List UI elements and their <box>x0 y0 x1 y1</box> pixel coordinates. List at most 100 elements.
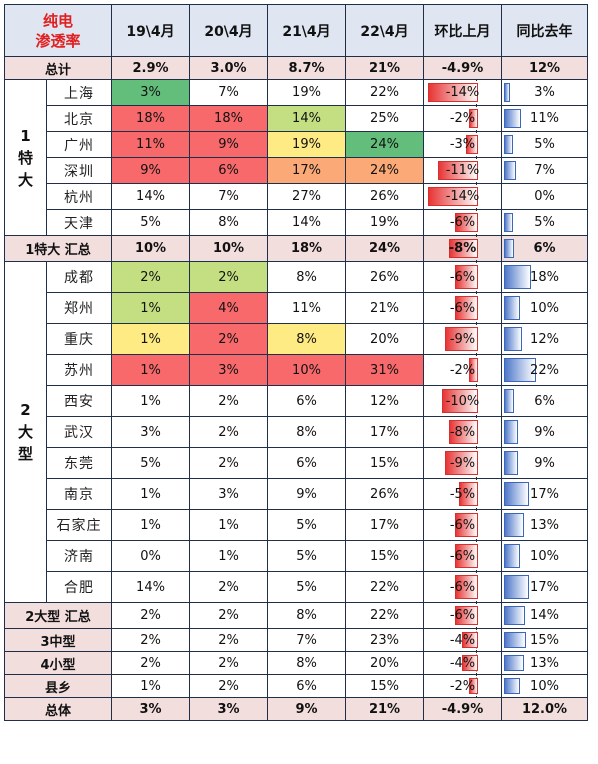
heat-cell: 20% <box>345 323 424 355</box>
heat-cell: 1% <box>111 323 190 355</box>
yoy-cell: 0% <box>501 183 588 210</box>
summary-row: 2大型 汇总 2% 2% 8% 22% -6% 14% <box>4 602 588 629</box>
mom-negative-bar <box>469 358 478 382</box>
penetration-table: 纯电 渗透率 19\4月 20\4月 21\4月 22\4月 环比上月 同比去年 总计 2.9% 3… <box>4 4 588 721</box>
yoy-cell: 12% <box>501 56 588 80</box>
city-row: 郑州 1% 4% 11% 21% -6% 10% <box>5 292 588 324</box>
mom-negative-bar <box>428 187 478 206</box>
yoy-value: 17% <box>530 579 559 595</box>
heat-cell: 3% <box>111 416 190 448</box>
title-line2: 渗透率 <box>35 31 81 50</box>
yoy-cell: 18% <box>501 261 588 293</box>
heat-cell: 26% <box>345 261 424 293</box>
heat-cell: 5% <box>267 571 346 603</box>
yoy-cell: 14% <box>501 602 588 629</box>
city-name: 苏州 <box>46 354 112 386</box>
yoy-cell: 15% <box>501 628 588 652</box>
city-row: 1 特 大上海 3% 7% 19% 22% -14% 3% <box>4 79 588 236</box>
mom-value: -6% <box>449 517 476 533</box>
city-name: 郑州 <box>46 292 112 324</box>
yoy-positive-bar <box>504 135 513 154</box>
heat-cell: 0% <box>111 540 190 572</box>
row-label: 2大型 汇总 <box>4 602 112 629</box>
yoy-value: 7% <box>534 163 555 178</box>
yoy-value: 13% <box>530 655 559 671</box>
heat-cell: 6% <box>189 157 268 184</box>
heat-cell: 27% <box>267 183 346 210</box>
yoy-value: 10% <box>530 678 559 694</box>
yoy-value: 6% <box>533 241 556 256</box>
value-cell: 3% <box>111 697 190 721</box>
value-cell: 2% <box>111 602 190 629</box>
mom-cell: -4% <box>423 628 502 652</box>
heat-cell: 18% <box>111 105 190 132</box>
yoy-positive-bar <box>504 265 531 289</box>
city-row: 合肥 14% 2% 5% 22% -6% 17% <box>5 571 588 603</box>
yoy-value: 22% <box>530 362 559 378</box>
mom-cell: -6% <box>423 292 502 324</box>
yoy-cell: 9% <box>501 416 588 448</box>
mom-cell: -4% <box>423 651 502 675</box>
city-row: 南京 1% 3% 9% 26% -5% 17% <box>5 478 588 510</box>
heat-cell: 24% <box>345 131 424 158</box>
mom-negative-bar <box>445 327 478 351</box>
yoy-value: 5% <box>534 215 555 230</box>
heat-cell: 8% <box>267 416 346 448</box>
yoy-positive-bar <box>504 109 521 128</box>
city-row: 2 大 型成都 2% 2% 8% 26% -6% 18% <box>4 261 588 603</box>
mom-value: -6% <box>449 608 476 623</box>
heat-cell: 2% <box>189 447 268 479</box>
yoy-positive-bar <box>504 358 536 382</box>
yoy-positive-bar <box>504 327 523 351</box>
mom-negative-bar <box>441 389 478 413</box>
heat-cell: 8% <box>267 261 346 293</box>
mom-value: -6% <box>449 548 476 564</box>
value-cell: 15% <box>345 674 424 698</box>
row-label: 4小型 <box>4 651 112 675</box>
city-name: 南京 <box>46 478 112 510</box>
mom-negative-bar <box>455 213 478 232</box>
heat-cell: 15% <box>345 540 424 572</box>
city-name: 武汉 <box>46 416 112 448</box>
row-label: 1特大 汇总 <box>4 235 112 262</box>
yoy-cell: 6% <box>501 235 588 262</box>
heat-cell: 1% <box>111 385 190 417</box>
mom-value: -4% <box>449 632 476 648</box>
mom-cell: -3% <box>423 131 502 158</box>
heat-cell: 3% <box>111 79 190 106</box>
city-name: 北京 <box>46 105 112 132</box>
mom-cell: -6% <box>423 602 502 629</box>
yoy-cell: 22% <box>501 354 588 386</box>
heat-cell: 21% <box>345 292 424 324</box>
row-label: 总体 <box>4 697 112 721</box>
mom-cell: -2% <box>423 105 502 132</box>
mom-negative-bar <box>462 655 478 671</box>
yoy-value: 0% <box>534 189 555 204</box>
heat-cell: 8% <box>267 323 346 355</box>
mom-value: -6% <box>449 215 476 230</box>
column-header: 22\4月 <box>345 4 424 57</box>
mom-value: -6% <box>449 269 476 285</box>
value-cell: 21% <box>345 697 424 721</box>
group-label: 2 大 型 <box>4 261 47 603</box>
heat-cell: 5% <box>111 447 190 479</box>
city-name: 西安 <box>46 385 112 417</box>
heat-cell: 7% <box>189 183 268 210</box>
mom-cell: -8% <box>423 416 502 448</box>
city-name: 石家庄 <box>46 509 112 541</box>
mom-negative-bar <box>455 513 478 537</box>
mom-cell: -6% <box>423 261 502 293</box>
heat-cell: 9% <box>267 478 346 510</box>
mom-value: -3% <box>449 137 476 152</box>
heat-cell: 17% <box>267 157 346 184</box>
heat-cell: 17% <box>345 416 424 448</box>
row-label: 县乡 <box>4 674 112 698</box>
heat-cell: 9% <box>111 157 190 184</box>
mom-value: -2% <box>449 678 476 694</box>
mom-cell: -14% <box>423 79 502 106</box>
yoy-positive-bar <box>504 575 530 599</box>
summary-row: 总计 2.9% 3.0% 8.7% 21% -4.9% 12% <box>4 56 588 80</box>
mom-negative-bar <box>455 265 478 289</box>
mom-value: -10% <box>445 393 480 409</box>
mom-cell: -4.9% <box>423 697 502 721</box>
